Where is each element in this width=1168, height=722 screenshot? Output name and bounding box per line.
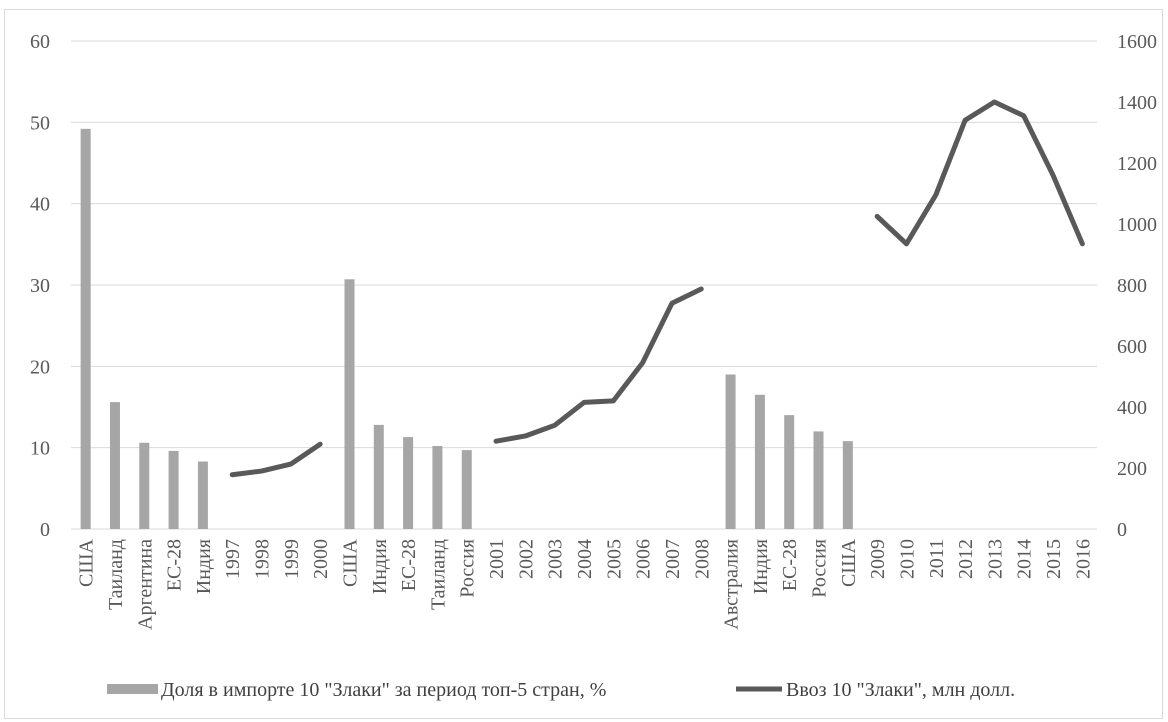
x-category-label: 2008	[691, 539, 713, 579]
x-axis-categories: США Таиланд Аргентина ЕС-28 Индия 1997 1998 199…	[76, 538, 1095, 630]
x-category-label: 2002	[515, 539, 537, 579]
y-left-tick-label: 30	[30, 275, 50, 297]
bar-series	[80, 128, 853, 529]
bar	[344, 279, 355, 529]
x-category-label: 2006	[633, 539, 655, 579]
legend: Доля в импорте 10 "Злаки" за период топ-…	[107, 679, 1015, 701]
x-category-label: 2015	[1043, 539, 1065, 579]
bar	[373, 424, 384, 529]
x-category-label: США	[76, 538, 98, 587]
legend-line-label: Ввоз 10 "Злаки", млн долл.	[786, 679, 1015, 701]
x-category-label: США	[339, 538, 361, 587]
y-left-tick-label: 60	[30, 31, 50, 53]
x-category-label: ЕС-28	[164, 539, 186, 591]
bar	[80, 128, 91, 529]
x-category-label: 2010	[896, 539, 918, 579]
x-category-label: 2007	[662, 539, 684, 579]
y-right-tick-label: 1400	[1117, 92, 1157, 114]
x-category-label: 2000	[310, 539, 332, 579]
x-category-label: ЕС-28	[398, 539, 420, 591]
line-segment	[229, 441, 323, 478]
x-category-label: ЕС-28	[779, 539, 801, 591]
x-category-label: 2016	[1072, 539, 1094, 579]
y-right-tick-label: 1600	[1117, 31, 1157, 53]
x-category-label: 2005	[603, 539, 625, 579]
x-category-label: Россия	[457, 539, 479, 598]
y-right-tick-label: 1200	[1117, 153, 1157, 175]
y-right-tick-label: 200	[1117, 458, 1147, 480]
bar	[461, 450, 472, 529]
x-category-label: 2001	[486, 539, 508, 579]
gridlines	[71, 40, 1097, 530]
y-right-tick-label: 600	[1117, 336, 1147, 358]
right-axis-ticks: 0 200 400 600 800 1000 1200 1400 1600	[1117, 31, 1157, 541]
x-category-label: 1998	[252, 539, 274, 579]
y-right-tick-label: 1000	[1117, 214, 1157, 236]
bar	[197, 461, 208, 529]
x-category-label: 2014	[1014, 539, 1036, 579]
x-category-label: 1997	[222, 539, 244, 579]
bar	[139, 442, 150, 529]
line-segment	[874, 99, 1085, 247]
x-category-label: 2004	[574, 539, 596, 579]
x-category-label: Россия	[809, 539, 831, 598]
bar	[403, 437, 414, 529]
chart-frame	[4, 9, 1163, 719]
x-category-label: Аргентина	[134, 539, 156, 630]
x-category-label: Индия	[750, 539, 772, 594]
x-category-label: 2012	[955, 539, 977, 579]
bar	[725, 374, 736, 529]
bar	[754, 394, 765, 529]
x-category-label: Таиланд	[105, 539, 127, 610]
bar	[784, 415, 795, 529]
x-category-label: Индия	[369, 539, 391, 594]
x-category-label: США	[838, 538, 860, 587]
legend-bar-swatch	[107, 684, 158, 694]
x-category-label: 2011	[926, 539, 948, 578]
y-left-tick-label: 50	[30, 112, 50, 134]
x-category-label: 2013	[984, 539, 1006, 579]
x-category-label: 2009	[867, 539, 889, 579]
y-right-tick-label: 800	[1117, 275, 1147, 297]
x-category-label: Австралия	[721, 539, 743, 630]
y-left-tick-label: 40	[30, 194, 50, 216]
bar	[109, 402, 120, 529]
bar	[168, 450, 179, 529]
left-axis-ticks: 0 10 20 30 40 50 60	[30, 31, 50, 541]
x-category-label: Индия	[193, 539, 215, 594]
bar	[432, 446, 443, 529]
bar	[842, 441, 853, 529]
line-series	[229, 99, 1085, 478]
x-category-label: Таиланд	[427, 539, 449, 610]
legend-bar-label: Доля в импорте 10 "Злаки" за период топ-…	[161, 679, 606, 701]
line-segment	[493, 286, 704, 444]
y-left-tick-label: 20	[30, 356, 50, 378]
x-category-label: 1999	[281, 539, 303, 579]
x-category-label: 2003	[545, 539, 567, 579]
y-left-tick-label: 0	[40, 519, 50, 541]
y-left-tick-label: 10	[30, 438, 50, 460]
bar	[813, 431, 824, 529]
y-right-tick-label: 0	[1117, 519, 1127, 541]
y-right-tick-label: 400	[1117, 397, 1147, 419]
